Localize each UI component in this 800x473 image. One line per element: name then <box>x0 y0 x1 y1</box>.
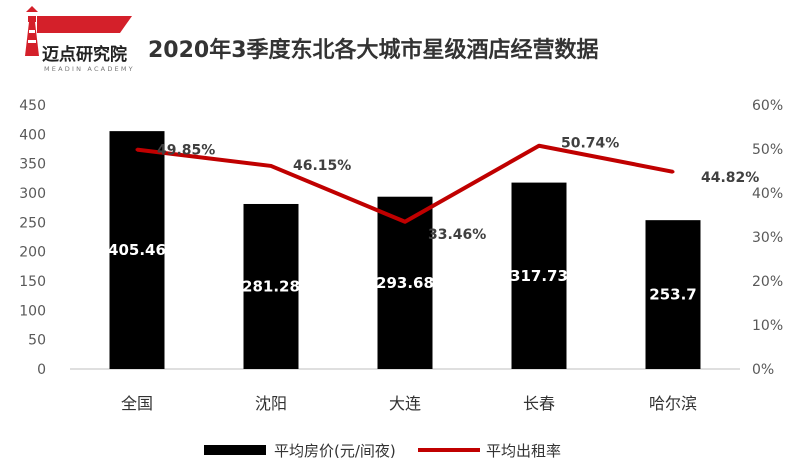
line-value-label: 50.74% <box>561 136 619 152</box>
bar-value-label: 293.68 <box>376 274 434 292</box>
x-tick-label: 哈尔滨 <box>649 394 697 413</box>
bar <box>377 196 433 369</box>
logo-subtitle: MEADIN ACADEMY <box>44 65 135 73</box>
y-right-tick-label: 30% <box>752 230 783 246</box>
logo-name: 迈点研究院 <box>42 44 127 65</box>
line-point <box>135 148 139 152</box>
y-right-tick-label: 60% <box>752 98 783 114</box>
line-point <box>269 164 273 168</box>
y-left-tick-label: 400 <box>19 127 46 143</box>
lighthouse-icon <box>25 6 39 56</box>
line-value-label: 49.85% <box>157 143 215 159</box>
x-tick-label: 长春 <box>523 394 555 413</box>
legend: 平均房价(元/间夜) 平均出租率 <box>204 442 561 460</box>
x-tick-label: 大连 <box>389 394 421 413</box>
bar-value-label: 281.28 <box>242 277 300 295</box>
y-left-tick-label: 300 <box>19 186 46 202</box>
y-left-tick-label: 0 <box>37 362 46 378</box>
y-left-tick-label: 350 <box>19 157 46 173</box>
line-point <box>403 220 407 224</box>
y-left-tick-label: 100 <box>19 303 46 319</box>
y-left-tick-label: 50 <box>28 333 46 349</box>
bar-value-label: 405.46 <box>108 241 166 259</box>
banner-shape <box>37 16 132 33</box>
line-value-label: 33.46% <box>428 227 486 243</box>
chart-title: 2020年3季度东北各大城市星级酒店经营数据 <box>148 37 599 63</box>
axes: 0501001502002503003504004500%10%20%30%40… <box>19 98 783 413</box>
y-left-tick-label: 450 <box>19 98 46 114</box>
y-right-tick-label: 0% <box>752 362 774 378</box>
line-point <box>671 170 675 174</box>
bar-value-label: 317.73 <box>510 267 568 285</box>
bar <box>109 131 165 369</box>
line-series <box>135 143 675 224</box>
x-tick-label: 全国 <box>121 394 153 413</box>
bar-value-label: 253.7 <box>649 286 696 304</box>
line-point <box>537 144 541 148</box>
y-right-tick-label: 40% <box>752 186 783 202</box>
legend-label-line: 平均出租率 <box>486 442 561 460</box>
line-value-label: 46.15% <box>293 158 351 174</box>
logo: 迈点研究院 MEADIN ACADEMY <box>25 6 135 73</box>
data-labels: 405.46 281.28 293.68 317.73 253.7 49.85% 46.15… <box>108 136 759 304</box>
x-tick-label: 沈阳 <box>255 394 287 413</box>
bar <box>243 203 299 369</box>
y-left-tick-label: 250 <box>19 215 46 231</box>
bar <box>645 220 701 369</box>
y-right-tick-label: 10% <box>752 318 783 334</box>
y-right-tick-label: 50% <box>752 142 783 158</box>
bar <box>511 182 567 369</box>
y-left-tick-label: 150 <box>19 274 46 290</box>
legend-label-bar: 平均房价(元/间夜) <box>274 442 396 460</box>
y-right-tick-label: 20% <box>752 274 783 290</box>
legend-swatch-bar <box>204 445 266 455</box>
bar-series <box>109 131 701 369</box>
line-value-label: 44.82% <box>701 170 759 186</box>
y-left-tick-label: 200 <box>19 245 46 261</box>
